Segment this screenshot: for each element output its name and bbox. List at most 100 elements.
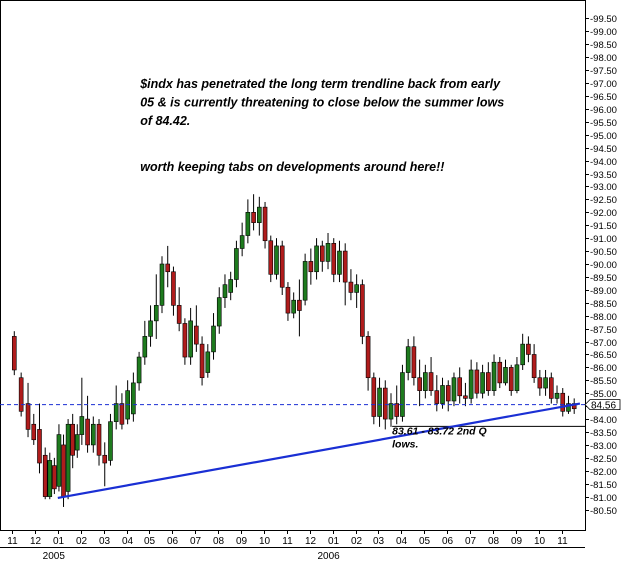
candle-body bbox=[308, 261, 314, 273]
x-tick-label: 10 bbox=[259, 536, 271, 547]
candle-body bbox=[371, 377, 377, 417]
y-tick-label: -89.00 bbox=[590, 286, 617, 297]
candle-body bbox=[377, 387, 382, 417]
y-tick-label: -99.00 bbox=[590, 27, 617, 38]
x-tick-label: 08 bbox=[488, 536, 500, 547]
y-tick-label: -83.00 bbox=[590, 441, 617, 452]
current-value-marker bbox=[584, 399, 621, 411]
candle-body bbox=[37, 429, 42, 464]
candle-body bbox=[354, 284, 359, 293]
y-tick-label: -95.50 bbox=[590, 118, 617, 129]
candle-body bbox=[153, 305, 159, 322]
candle-body bbox=[434, 390, 440, 404]
candle-body bbox=[365, 336, 371, 379]
y-tick-label: -92.50 bbox=[590, 195, 617, 206]
candle-body bbox=[279, 245, 285, 288]
y-tick-label: -86.00 bbox=[590, 363, 617, 374]
candle-body bbox=[42, 454, 48, 497]
candle-body bbox=[268, 240, 274, 275]
candle-body bbox=[314, 245, 319, 273]
candle-body bbox=[491, 361, 497, 391]
candle-body bbox=[463, 395, 468, 399]
y-tick-label: -86.50 bbox=[590, 350, 617, 361]
overlay-lines bbox=[0, 402, 585, 499]
x-tick-label: 11 bbox=[282, 536, 293, 547]
x-tick-label: 01 bbox=[328, 536, 340, 547]
candle-body bbox=[222, 284, 228, 298]
x-year-label: 2005 bbox=[43, 551, 66, 562]
candle-body bbox=[65, 423, 71, 492]
candle-body bbox=[468, 369, 474, 399]
candle-body bbox=[182, 323, 188, 358]
candle-body bbox=[337, 250, 342, 275]
trendline bbox=[57, 402, 581, 499]
candle-body bbox=[302, 261, 308, 301]
candle-body bbox=[411, 346, 417, 379]
candle-body bbox=[554, 392, 560, 399]
candle-body bbox=[52, 465, 57, 490]
annotation-text: 83.61 - 83.72 2nd Q bbox=[392, 426, 487, 438]
candle-body bbox=[131, 382, 136, 415]
y-tick-label: -98.00 bbox=[590, 53, 617, 64]
y-tick-label: -81.50 bbox=[590, 480, 617, 491]
y-tick-label: -98.50 bbox=[590, 40, 617, 51]
current-value-label: 84.56 bbox=[591, 401, 616, 412]
candle-body bbox=[348, 281, 354, 293]
y-tick-label: -88.50 bbox=[590, 299, 617, 310]
candle-body bbox=[251, 212, 256, 223]
y-tick-label: -80.50 bbox=[590, 506, 617, 517]
candle-body bbox=[11, 336, 17, 371]
candle-body bbox=[325, 243, 331, 262]
x-tick-label: 04 bbox=[122, 536, 134, 547]
candle-body bbox=[548, 377, 554, 399]
candle-body bbox=[90, 423, 96, 446]
y-tick-label: -96.50 bbox=[590, 92, 617, 103]
candle-body bbox=[119, 403, 125, 425]
candle-body bbox=[445, 385, 451, 402]
y-tick-label: -87.00 bbox=[590, 338, 617, 349]
candle-body bbox=[239, 235, 245, 249]
x-tick-label: 03 bbox=[373, 536, 385, 547]
x-tick-label: 09 bbox=[236, 536, 248, 547]
candle-body bbox=[18, 377, 24, 412]
candle-body bbox=[216, 297, 222, 327]
axes-layer: -80.50 -81.00 -81.50 -82.00 -82.50 -83.00 -83.… bbox=[7, 14, 621, 562]
x-tick-label: 12 bbox=[305, 536, 317, 547]
candle-body bbox=[394, 403, 400, 417]
candle-body bbox=[382, 387, 388, 420]
candle-body bbox=[262, 206, 268, 242]
y-tick-label: -93.00 bbox=[590, 182, 617, 193]
candle-body bbox=[451, 377, 457, 402]
candle-body bbox=[497, 361, 503, 384]
x-tick-label: 12 bbox=[30, 536, 42, 547]
candle-body bbox=[543, 377, 548, 389]
candle-body bbox=[531, 354, 537, 379]
x-tick-label: 02 bbox=[76, 536, 88, 547]
x-tick-label: 10 bbox=[534, 536, 546, 547]
candle-body bbox=[211, 325, 216, 353]
y-tick-label: -82.50 bbox=[590, 454, 617, 465]
y-tick-label: -96.00 bbox=[590, 105, 617, 116]
candle-body bbox=[508, 367, 514, 391]
candle-body bbox=[96, 423, 102, 456]
y-tick-label: -84.00 bbox=[590, 415, 617, 426]
x-tick-label: 07 bbox=[465, 536, 477, 547]
candle-body bbox=[61, 444, 66, 497]
candle-body bbox=[423, 372, 428, 391]
y-tick-label: -95.00 bbox=[590, 131, 617, 142]
y-tick-label: -81.00 bbox=[590, 493, 617, 504]
candle-body bbox=[440, 385, 445, 404]
candle-body bbox=[503, 367, 508, 384]
candle-body bbox=[417, 377, 422, 391]
candle-body bbox=[205, 351, 211, 373]
x-tick-label: 05 bbox=[144, 536, 156, 547]
y-tick-label: -97.50 bbox=[590, 66, 617, 77]
plot-frame bbox=[0, 0, 586, 531]
y-tick-label: -89.50 bbox=[590, 273, 617, 284]
candle-body bbox=[228, 279, 233, 293]
candle-body bbox=[520, 343, 525, 366]
candle-body bbox=[31, 423, 37, 441]
candle-body bbox=[526, 343, 531, 355]
